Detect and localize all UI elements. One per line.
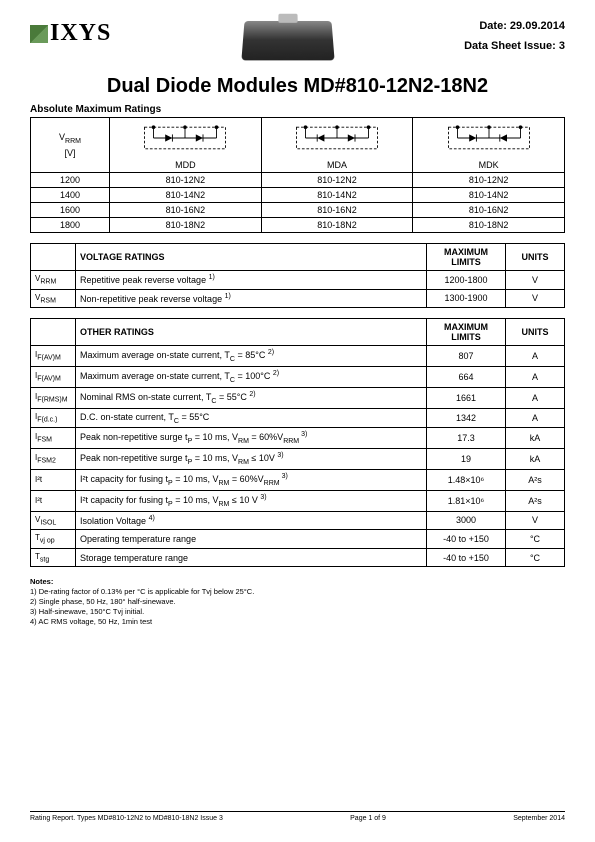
product-image — [241, 21, 334, 60]
date-label: Date: 29.09.2014 — [464, 20, 565, 32]
units-heading: UNITS — [506, 244, 565, 271]
date-block: Date: 29.09.2014 Data Sheet Issue: 3 — [464, 20, 565, 60]
table-row: VRSM Non-repetitive peak reverse voltage… — [31, 289, 565, 308]
logo-icon — [30, 25, 48, 43]
table-row: TstgStorage temperature range-40 to +150… — [31, 548, 565, 567]
voltage-ratings-table: VOLTAGE RATINGS MAXIMUM LIMITS UNITS VRR… — [30, 243, 565, 308]
page-title: Dual Diode Modules MD#810-12N2-18N2 — [30, 75, 565, 98]
voltage-heading: VOLTAGE RATINGS — [76, 244, 427, 271]
logo: IXYS — [30, 20, 111, 47]
note-item: 4) AC RMS voltage, 50 Hz, 1min test — [30, 617, 565, 626]
table-row: 1200 810-12N2 810-12N2 810-12N2 — [31, 173, 565, 188]
table-row: IF(RMS)MNominal RMS on-state current, TC… — [31, 387, 565, 408]
footer-right: September 2014 — [513, 815, 565, 822]
table-row: IF(AV)MMaximum average on-state current,… — [31, 346, 565, 367]
col-mda: MDA — [261, 158, 413, 173]
note-item: 1) De-rating factor of 0.13% per °C is a… — [30, 587, 565, 596]
table-row: 1600 810-16N2 810-16N2 810-16N2 — [31, 203, 565, 218]
notes-heading: Notes: — [30, 577, 565, 586]
issue-label: Data Sheet Issue: 3 — [464, 40, 565, 52]
table-row: IFSM2Peak non-repetitive surge tP = 10 m… — [31, 449, 565, 470]
table-row: VRRM Repetitive peak reverse voltage 1) … — [31, 271, 565, 290]
mdd-symbol — [114, 124, 257, 152]
limits-heading: MAXIMUM LIMITS — [427, 319, 506, 346]
units-heading: UNITS — [506, 319, 565, 346]
config-table: VRRM [V] — [30, 117, 565, 233]
footer-left: Rating Report. Types MD#810-12N2 to MD#8… — [30, 815, 223, 822]
table-row: Tvj opOperating temperature range-40 to … — [31, 530, 565, 549]
subtitle: Absolute Maximum Ratings — [30, 104, 565, 115]
table-row: VISOLIsolation Voltage 4)3000V — [31, 511, 565, 530]
vrrm-header: VRRM — [35, 132, 105, 145]
limits-heading: MAXIMUM LIMITS — [427, 244, 506, 271]
table-row: 1400 810-14N2 810-14N2 810-14N2 — [31, 188, 565, 203]
table-row: 1800 810-18N2 810-18N2 810-18N2 — [31, 218, 565, 233]
footer-center: Page 1 of 9 — [350, 815, 386, 822]
vrrm-unit: [V] — [35, 148, 105, 158]
table-row: IFSMPeak non-repetitive surge tP = 10 ms… — [31, 428, 565, 449]
table-row: IF(d.c.)D.C. on-state current, TC = 55°C… — [31, 408, 565, 428]
other-heading: OTHER RATINGS — [76, 319, 427, 346]
page-header: IXYS Date: 29.09.2014 Data Sheet Issue: … — [30, 20, 565, 60]
notes: Notes: 1) De-rating factor of 0.13% per … — [30, 577, 565, 626]
mdk-symbol — [417, 124, 560, 152]
note-item: 3) Half-sinewave, 150°C Tvj initial. — [30, 607, 565, 616]
table-row: I²tI²t capacity for fusing tP = 10 ms, V… — [31, 469, 565, 490]
col-mdk: MDK — [413, 158, 565, 173]
col-mdd: MDD — [110, 158, 262, 173]
logo-text: IXYS — [50, 20, 111, 47]
note-item: 2) Single phase, 50 Hz, 180° half-sinewa… — [30, 597, 565, 606]
page-footer: Rating Report. Types MD#810-12N2 to MD#8… — [30, 811, 565, 822]
table-row: IF(AV)MMaximum average on-state current,… — [31, 366, 565, 387]
table-row: I²tI²t capacity for fusing tP = 10 ms, V… — [31, 490, 565, 511]
mda-symbol — [266, 124, 409, 152]
other-ratings-table: OTHER RATINGS MAXIMUM LIMITS UNITS IF(AV… — [30, 318, 565, 567]
